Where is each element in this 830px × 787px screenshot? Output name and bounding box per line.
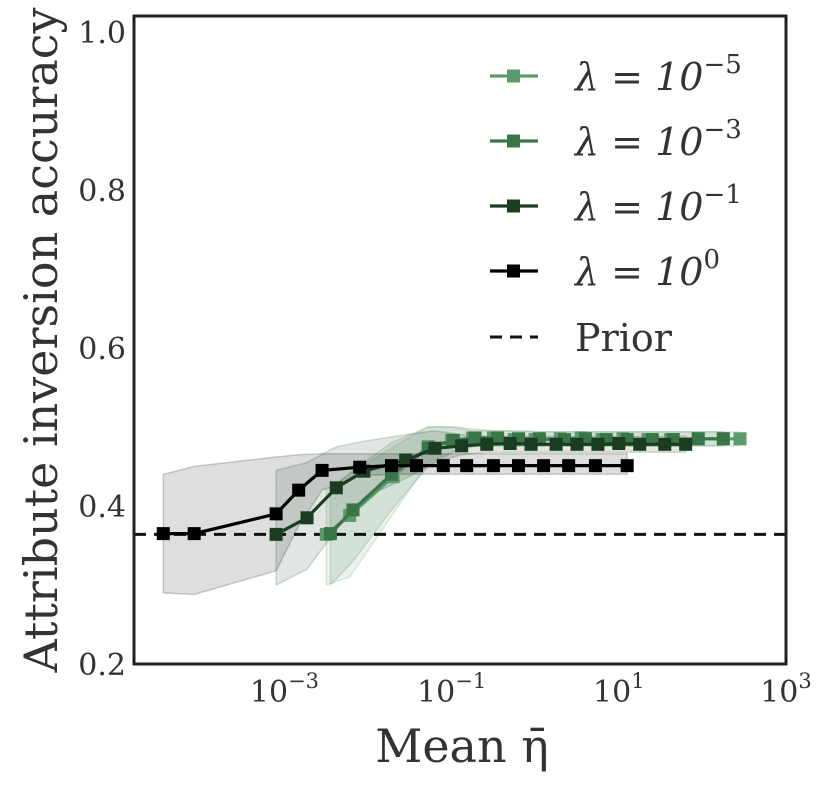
y-tick-label: 1.0	[78, 16, 126, 51]
data-point	[633, 437, 647, 451]
data-point	[658, 437, 672, 451]
data-point	[691, 432, 705, 446]
x-tick-label: 10−3	[250, 669, 319, 710]
y-tick-label: 0.2	[78, 648, 126, 683]
data-point	[486, 459, 500, 473]
series-lines	[156, 431, 747, 541]
legend-label: λ = 10−5	[573, 50, 742, 99]
data-point	[455, 439, 469, 453]
data-point	[323, 527, 337, 541]
y-tick-label: 0.4	[78, 490, 126, 525]
legend-marker	[507, 264, 520, 278]
data-point	[300, 511, 314, 525]
y-axis-ticks: 0.2 0.4 0.6 0.8 1.0	[78, 16, 126, 683]
data-point	[329, 481, 343, 495]
data-point	[512, 459, 526, 473]
data-point	[436, 459, 450, 473]
data-point	[503, 437, 517, 451]
data-point	[480, 437, 494, 451]
x-tick-label: 101	[593, 669, 645, 710]
plot-frame	[132, 14, 788, 666]
data-point	[384, 459, 398, 473]
data-point	[428, 441, 442, 455]
data-point	[399, 453, 413, 467]
data-point	[562, 459, 576, 473]
error-bands	[162, 426, 741, 596]
x-tick-label: 10−1	[417, 669, 486, 710]
data-point	[549, 437, 563, 451]
data-point	[292, 483, 306, 497]
legend-marker	[507, 134, 520, 148]
y-axis-label: Attribute inversion accuracy	[14, 7, 68, 673]
data-point	[588, 459, 602, 473]
y-tick-label: 0.8	[78, 174, 126, 209]
x-tick-label: 103	[760, 669, 812, 710]
data-point	[353, 460, 367, 474]
legend-marker	[507, 69, 520, 83]
legend-label: λ = 10−3	[573, 115, 742, 164]
data-point	[315, 463, 329, 477]
series-line	[163, 464, 628, 536]
legend-prior-label: Prior	[575, 316, 673, 360]
data-point	[460, 459, 474, 473]
data-point	[410, 459, 424, 473]
data-point	[679, 437, 693, 451]
y-tick-label: 0.6	[78, 332, 126, 367]
data-point	[468, 431, 482, 445]
data-point	[269, 507, 283, 521]
data-point	[591, 437, 605, 451]
error-band	[275, 430, 687, 587]
data-point	[733, 432, 747, 446]
data-point	[612, 437, 626, 451]
data-point	[346, 503, 360, 517]
data-point	[716, 432, 730, 446]
data-point	[570, 437, 584, 451]
data-point	[537, 459, 551, 473]
x-axis-ticks: 10−3 10−1 101 103	[250, 669, 812, 710]
data-point	[620, 459, 634, 473]
data-point	[156, 527, 170, 541]
legend: λ = 10−5 λ = 10−3 λ = 10−1 λ = 100 Prior	[490, 50, 742, 360]
legend-marker	[507, 199, 520, 213]
data-point	[524, 437, 538, 451]
data-point	[269, 527, 283, 541]
data-point	[491, 431, 505, 445]
data-point	[187, 527, 201, 541]
x-axis-label: Mean η̄	[375, 719, 549, 773]
legend-label: λ = 100	[573, 245, 720, 294]
legend-label: λ = 10−1	[573, 180, 742, 229]
